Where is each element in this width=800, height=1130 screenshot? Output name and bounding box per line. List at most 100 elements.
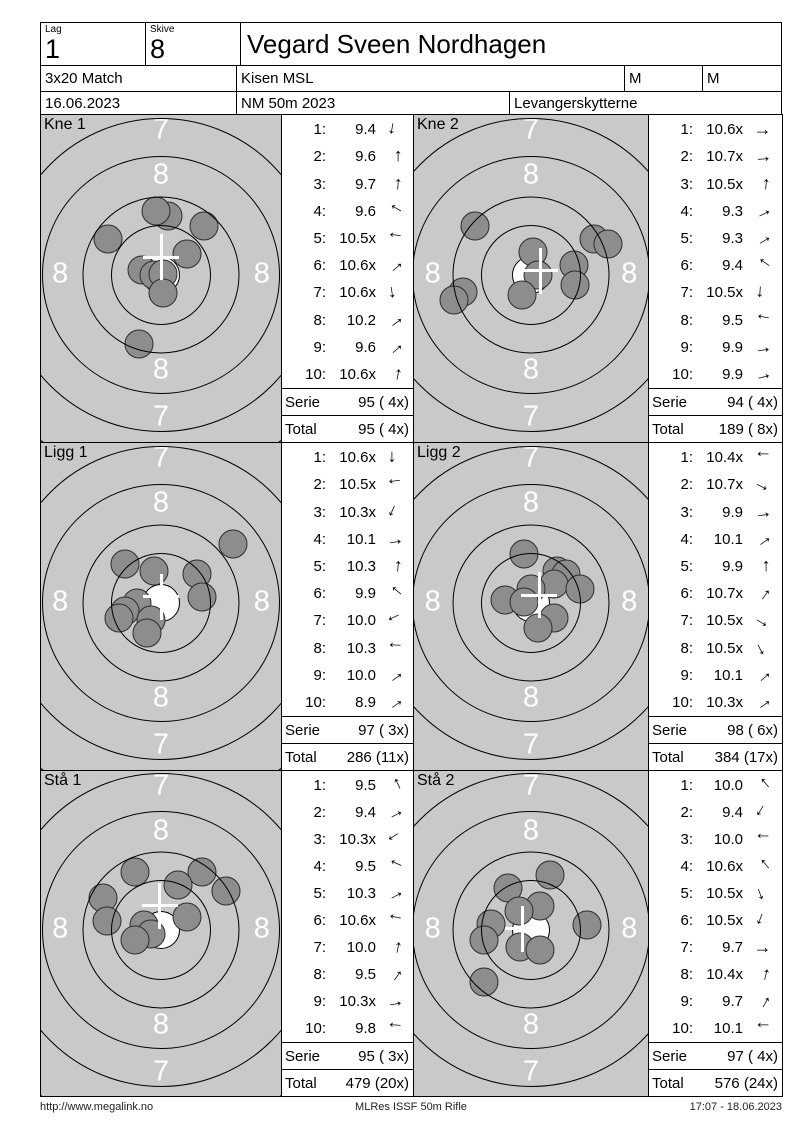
shot-row: 6: 10.6x → (282, 252, 413, 279)
shot-value: 10.0 (713, 777, 743, 794)
shot-row: 1: 9.5 → (282, 772, 413, 799)
ring-number-label: 7 (522, 115, 540, 146)
shot-direction: → (376, 826, 413, 852)
shot-hole (460, 211, 490, 241)
shot-row: 9: 9.9 → (649, 334, 782, 361)
shot-direction: → (376, 473, 413, 495)
shot-row: 10: 8.9 → (282, 689, 413, 716)
shot-row: 10: 10.1 → (649, 1015, 782, 1042)
ring-number-label: 8 (522, 1008, 540, 1040)
shot-number: 4: (313, 530, 326, 548)
shot-direction-arrow-icon: → (751, 362, 774, 386)
shot-number: 9: (313, 338, 326, 356)
shot-direction: → (376, 580, 413, 607)
shot-row: 7: 10.0 → (282, 934, 413, 961)
shot-direction: → (376, 689, 413, 716)
shot-value: 10.2 (346, 311, 376, 329)
shot-direction: → (743, 362, 782, 386)
mpi-cross-vertical (158, 882, 162, 929)
shot-direction-arrow-icon: → (750, 962, 775, 986)
ring-number-label: 8 (424, 257, 441, 290)
shot-direction-arrow-icon: → (381, 661, 408, 689)
total-value: 286 (11x) (346, 748, 409, 766)
shot-direction: → (743, 962, 782, 986)
serie-value: 95 ( 4x) (358, 393, 409, 411)
shot-number: 5: (680, 885, 693, 902)
shot-row: 3: 10.3x → (282, 498, 413, 525)
shot-direction-arrow-icon: → (749, 471, 776, 498)
report-footer: http://www.megalink.no MLRes ISSF 50m Ri… (40, 1101, 782, 1113)
shot-value: 9.4 (355, 804, 376, 821)
shot-value: 10.1 (713, 530, 743, 548)
score-table: 1: 9.4 → 2: 9.6 → 3: 9.7 → 4: 9.6 → 5: 10.5x → 6: 10.6x →… (282, 115, 414, 443)
shot-row: 6: 10.5x → (649, 907, 782, 934)
shot-row: 8: 9.5 → (282, 961, 413, 988)
shot-value: 10.0 (713, 831, 743, 848)
skive-value: 8 (150, 34, 166, 64)
shot-value: 10.4x (706, 449, 743, 467)
shot-value: 10.0 (346, 612, 376, 630)
shot-number: 9: (313, 993, 326, 1010)
shot-row: 7: 10.5x → (649, 279, 782, 306)
shot-value: 10.5x (706, 284, 743, 302)
shot-number: 4: (680, 858, 693, 875)
shot-number: 9: (313, 666, 326, 684)
shot-number: 5: (680, 557, 693, 575)
shot-direction-arrow-icon: → (381, 251, 408, 279)
serie-label: Serie (285, 393, 321, 411)
shot-direction-arrow-icon: → (383, 936, 406, 958)
shot-direction: → (376, 799, 413, 825)
total-label: Total (652, 420, 684, 438)
shot-direction: → (376, 936, 413, 958)
shot-number: 6: (680, 257, 693, 275)
shot-direction-arrow-icon: → (385, 637, 404, 658)
shot-direction: → (376, 174, 413, 194)
shot-direction-arrow-icon: → (752, 556, 773, 575)
shot-value: 10.5x (339, 476, 376, 494)
shot-value: 10.5x (706, 175, 743, 193)
ring-number-label: 7 (152, 400, 170, 433)
header-row-1: Lag 1 Skive 8 Vegard Sveen Nordhagen (40, 22, 782, 66)
shot-hole (187, 857, 217, 887)
shot-direction-arrow-icon: → (383, 556, 406, 576)
shot-direction-arrow-icon: → (752, 145, 773, 167)
shot-direction-arrow-icon: → (384, 527, 405, 550)
target-series-label: Ligg 2 (417, 444, 461, 461)
serie-value: 97 ( 3x) (358, 721, 409, 739)
shot-hole (141, 196, 171, 226)
shot-value: 10.3x (339, 503, 376, 521)
shot-value: 9.5 (355, 777, 376, 794)
shot-value: 9.9 (355, 585, 376, 603)
shot-number: 7: (680, 284, 693, 302)
shot-direction: → (743, 661, 782, 688)
shot-direction: → (376, 637, 413, 658)
shot-hole (120, 857, 150, 887)
shot-row: 2: 9.6 → (282, 143, 413, 170)
ring-number-label: 8 (52, 912, 69, 945)
shot-row: 4: 10.1 → (649, 525, 782, 553)
shot-hole (560, 270, 590, 300)
shot-direction: → (376, 961, 413, 987)
ring-number-label: 8 (522, 814, 540, 847)
total-label: Total (652, 1074, 684, 1092)
shot-direction: → (376, 252, 413, 279)
shot-number: 2: (313, 476, 326, 494)
lag-label: Lag (45, 24, 62, 35)
score-table: 1: 10.4x → 2: 10.7x → 3: 9.9 → 4: 10.1 → 5: 9.9 → 6: 10.… (649, 443, 783, 771)
shot-row: 8: 10.5x → (649, 634, 782, 661)
shot-row: 8: 9.5 → (649, 306, 782, 333)
shot-number: 6: (680, 585, 693, 603)
shot-number: 4: (313, 202, 326, 220)
shot-hole (139, 556, 169, 586)
shot-value: 9.5 (355, 966, 376, 983)
total-value: 576 (24x) (714, 1074, 778, 1092)
shot-value: 10.4x (706, 966, 743, 983)
shot-direction-arrow-icon: → (749, 771, 776, 799)
ring-number-label: 8 (522, 353, 540, 386)
mpi-cross-vertical (521, 905, 525, 952)
shot-value: 10.7x (706, 585, 743, 603)
shot-value: 10.6x (339, 449, 376, 467)
shot-number: 2: (313, 148, 326, 166)
serie-value: 98 ( 6x) (727, 721, 778, 739)
shot-number: 4: (313, 858, 326, 875)
